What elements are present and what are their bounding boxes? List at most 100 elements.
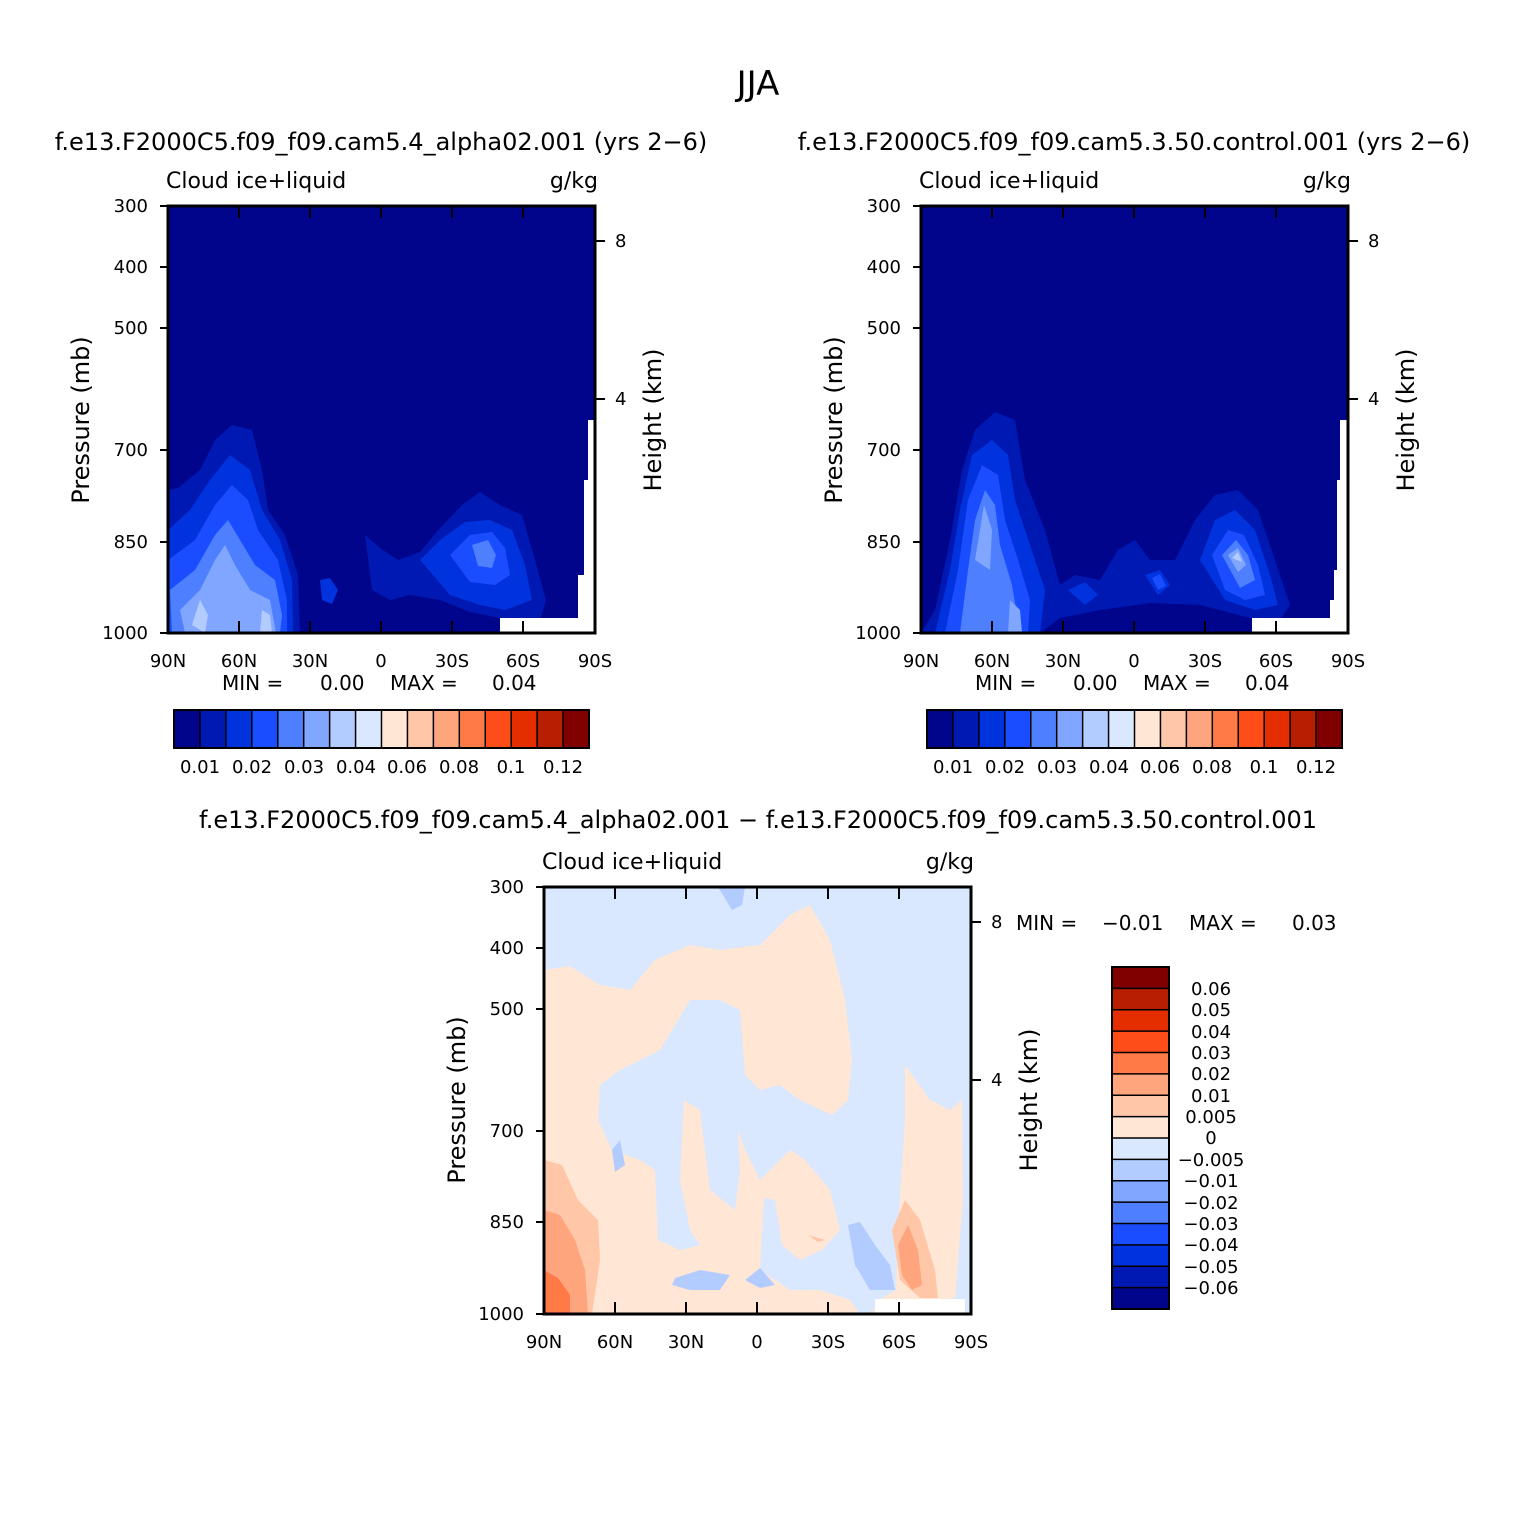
panel-3-y-tick-label-right: 4 <box>991 1070 1002 1091</box>
colorbar-swatch <box>1290 710 1317 748</box>
colorbar-label: 0.03 <box>1037 757 1077 778</box>
colorbar-swatch <box>329 710 357 748</box>
panel-2-x-tick-label: 90N <box>903 651 939 672</box>
colorbar-swatch <box>952 710 980 748</box>
panel-2-missing-data-edge <box>1330 420 1348 633</box>
colorbar-swatch <box>1004 710 1032 748</box>
colorbar-swatch <box>1112 1202 1169 1224</box>
colorbar-label: 0.03 <box>284 757 324 778</box>
panel-2-title: f.e13.F2000C5.f09_f09.cam5.3.50.control.… <box>798 128 1471 156</box>
colorbar-swatch <box>459 710 486 748</box>
panel-2-y-tick-label: 1000 <box>855 623 901 644</box>
colorbar-swatch <box>1112 988 1169 1011</box>
panel-3-y-tick-label: 500 <box>490 999 524 1020</box>
panel-1-y-tick-label: 1000 <box>102 623 148 644</box>
panel-1-x-tick-label: 60S <box>506 651 540 672</box>
panel-2-x-tick-label: 60N <box>974 651 1010 672</box>
colorbar-swatch <box>1112 1073 1169 1096</box>
colorbar-swatch <box>1112 967 1169 989</box>
panel-2-y-tick-label-right: 8 <box>1368 231 1379 252</box>
panel-2-units-label: g/kg <box>1303 169 1351 194</box>
colorbar-swatch <box>1112 1266 1169 1289</box>
panel-1-max-value: 0.04 <box>492 671 537 695</box>
colorbar-swatch <box>563 710 590 748</box>
panel-3-min-label: MIN = <box>1016 911 1077 935</box>
colorbar-label: −0.06 <box>1183 1278 1238 1299</box>
panel-3-negative-region <box>612 887 895 1290</box>
panel-2-plot-area <box>919 204 1350 635</box>
panel-1-colorbar: 0.01 0.02 0.03 0.04 0.06 0.08 0.1 0.12 <box>173 709 590 778</box>
panel-3-min-max: MIN = −0.01 MAX = 0.03 <box>1016 911 1337 935</box>
panel-1-y-tick-label: 300 <box>114 196 148 217</box>
colorbar-swatch <box>1112 1052 1169 1075</box>
panel-2-x-tick-label: 60S <box>1259 651 1293 672</box>
panel-top-right: f.e13.F2000C5.f09_f09.cam5.3.50.control.… <box>798 128 1471 778</box>
colorbar-label: 0.01 <box>933 757 973 778</box>
colorbar-swatch <box>1112 1287 1169 1310</box>
colorbar-swatch <box>1082 710 1110 748</box>
colorbar-swatch <box>1264 710 1291 748</box>
panel-1-units-label: g/kg <box>550 169 598 194</box>
panel-2-x-tick-label: 90S <box>1331 651 1365 672</box>
panel-2-colorbar: 0.01 0.02 0.03 0.04 0.06 0.08 0.1 0.12 <box>926 709 1343 778</box>
panel-2-max-label: MAX = <box>1143 671 1211 695</box>
panel-1-colorbar-labels: 0.01 0.02 0.03 0.04 0.06 0.08 0.1 0.12 <box>180 757 583 778</box>
panel-2-y-tick-label-right: 4 <box>1368 389 1379 410</box>
panel-1-plot-area <box>166 204 597 635</box>
colorbar-label: 0.06 <box>1191 979 1231 1000</box>
colorbar-swatch <box>1112 1138 1169 1160</box>
colorbar-label: 0.01 <box>180 757 220 778</box>
panel-1-min-value: 0.00 <box>320 671 365 695</box>
colorbar-swatch <box>485 710 512 748</box>
panel-3-max-label: MAX = <box>1189 911 1257 935</box>
colorbar-label: 0.06 <box>1140 757 1180 778</box>
panel-3-y-tick-label: 300 <box>490 877 524 898</box>
colorbar-label: −0.005 <box>1178 1150 1245 1171</box>
panel-2-x-tick-label: 30S <box>1188 651 1222 672</box>
colorbar-label: 0.01 <box>1191 1086 1231 1107</box>
panel-1-variable-label: Cloud ice+liquid <box>166 169 346 194</box>
panel-2-contour-level-3 <box>945 465 1265 633</box>
panel-3-title: f.e13.F2000C5.f09_f09.cam5.4_alpha02.001… <box>199 806 1317 834</box>
panel-1-y-tick-label-right: 4 <box>615 389 626 410</box>
panel-1-x-tick-label: 90N <box>150 651 186 672</box>
colorbar-swatch <box>251 710 279 748</box>
panel-3-colorbar-labels: 0.06 0.05 0.04 0.03 0.02 0.01 0.005 0 −0… <box>1178 979 1245 1299</box>
panel-1-max-label: MAX = <box>390 671 458 695</box>
panel-1-x-tick-label: 90S <box>578 651 612 672</box>
colorbar-label: 0.1 <box>1250 757 1279 778</box>
colorbar-label: −0.02 <box>1183 1193 1238 1214</box>
panel-bottom: f.e13.F2000C5.f09_f09.cam5.4_alpha02.001… <box>199 806 1337 1353</box>
panel-2-x-tick-label: 0 <box>1128 651 1139 672</box>
panel-3-x-tick-label: 60N <box>597 1332 633 1353</box>
panel-3-colorbar: 0.06 0.05 0.04 0.03 0.02 0.01 0.005 0 −0… <box>1111 966 1245 1310</box>
panel-2-y-tick-label: 850 <box>867 532 901 553</box>
panel-3-positive-peak-region <box>544 1270 570 1314</box>
panel-2-x-tick-label: 30N <box>1045 651 1081 672</box>
colorbar-swatch <box>1112 1180 1169 1203</box>
panel-2-min-value: 0.00 <box>1073 671 1118 695</box>
panel-3-x-tick-label: 90N <box>526 1332 562 1353</box>
panel-2-y-ticks: 300 400 500 700 850 1000 <box>855 196 901 644</box>
panel-1-y-tick-label-right: 8 <box>615 231 626 252</box>
panel-3-tick-marks <box>536 886 981 1315</box>
colorbar-swatch <box>1134 710 1161 748</box>
colorbar-swatch <box>225 710 253 748</box>
panel-3-max-value: 0.03 <box>1292 911 1337 935</box>
colorbar-swatch <box>433 710 460 748</box>
panel-3-positive-large-region <box>544 1210 922 1314</box>
panel-1-y-ticks: 300 400 500 700 850 1000 <box>102 196 148 644</box>
panel-2-contour-level-6 <box>1232 552 1242 562</box>
panel-3-x-tick-label: 30N <box>668 1332 704 1353</box>
panel-2-y-ticks-right: 8 4 <box>1368 231 1379 410</box>
panel-1-axes: Pressure (mb) Height (km) 90N 60N 30N 0 … <box>67 196 667 695</box>
colorbar-swatch <box>1112 1031 1169 1053</box>
panel-3-positive-small-region <box>544 905 963 1314</box>
colorbar-swatch <box>1112 1223 1169 1246</box>
colorbar-frame <box>926 709 1343 749</box>
colorbar-swatch <box>511 710 538 748</box>
panel-1-contour-level-6 <box>192 600 272 633</box>
panel-2-max-value: 0.04 <box>1245 671 1290 695</box>
panel-1-ylabel-right: Height (km) <box>639 349 667 492</box>
